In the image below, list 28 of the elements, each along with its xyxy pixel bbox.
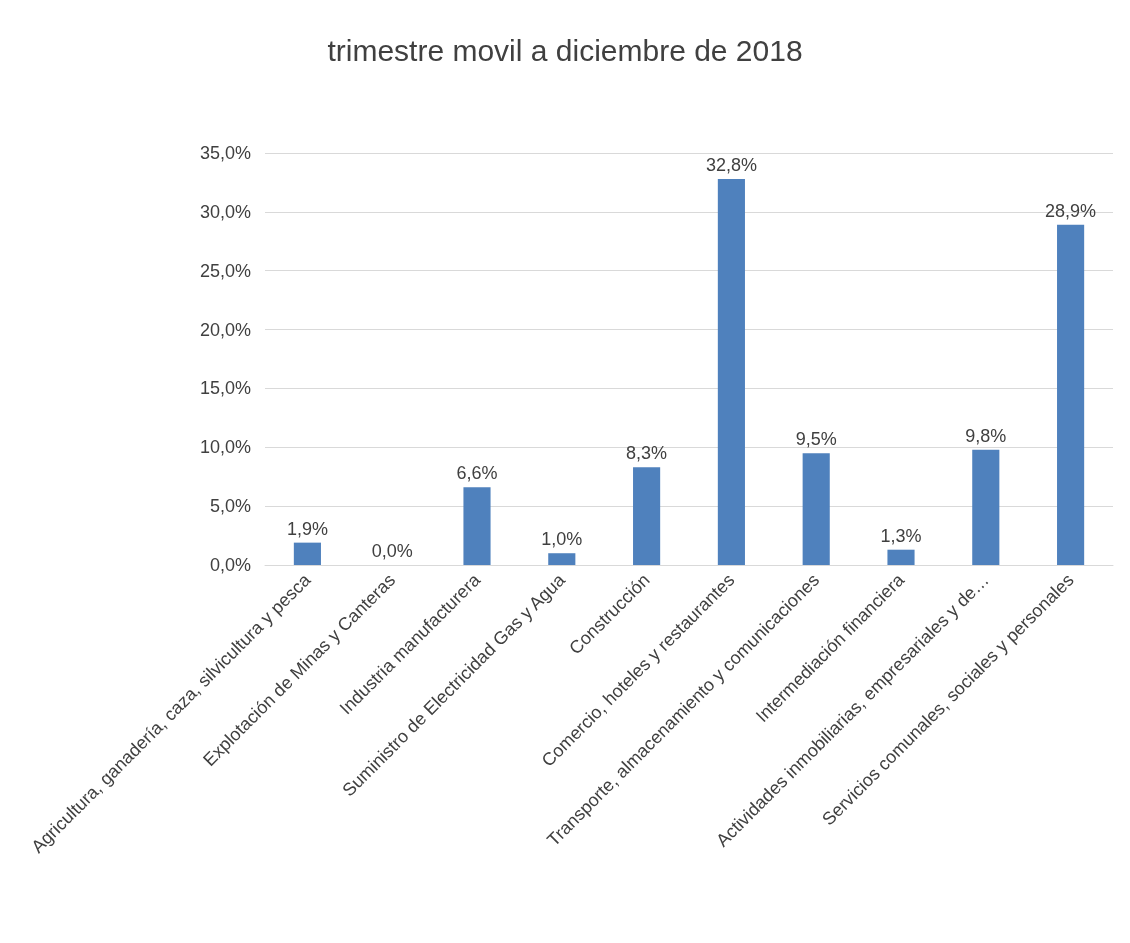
bar bbox=[463, 487, 491, 565]
y-tick-label: 10,0% bbox=[199, 437, 251, 458]
data-label: 9,8% bbox=[965, 425, 1007, 446]
data-label: 9,5% bbox=[795, 429, 837, 450]
y-tick-label: 20,0% bbox=[199, 319, 251, 340]
data-label: 0,0% bbox=[371, 541, 413, 561]
data-label: 1,0% bbox=[541, 529, 583, 550]
bar bbox=[887, 549, 915, 565]
bar bbox=[548, 553, 576, 565]
chart-title: trimestre movil a diciembre de 2018 bbox=[327, 33, 803, 67]
data-label: 28,9% bbox=[1045, 200, 1097, 221]
y-tick-label: 5,0% bbox=[209, 496, 251, 517]
data-label: 1,9% bbox=[286, 518, 328, 539]
bar bbox=[633, 467, 661, 565]
data-label: 1,3% bbox=[880, 525, 922, 546]
bar bbox=[802, 453, 830, 565]
bar bbox=[972, 449, 1000, 565]
y-tick-label: 0,0% bbox=[209, 555, 251, 575]
y-tick-label: 35,0% bbox=[199, 143, 251, 163]
y-tick-label: 25,0% bbox=[199, 260, 251, 281]
bar bbox=[1057, 224, 1085, 565]
data-label: 6,6% bbox=[456, 463, 498, 484]
data-label: 32,8% bbox=[705, 154, 757, 175]
data-label: 8,3% bbox=[626, 443, 668, 464]
bar bbox=[717, 178, 745, 565]
bar bbox=[293, 542, 321, 565]
y-tick-label: 15,0% bbox=[199, 378, 251, 399]
y-tick-label: 30,0% bbox=[199, 201, 251, 222]
